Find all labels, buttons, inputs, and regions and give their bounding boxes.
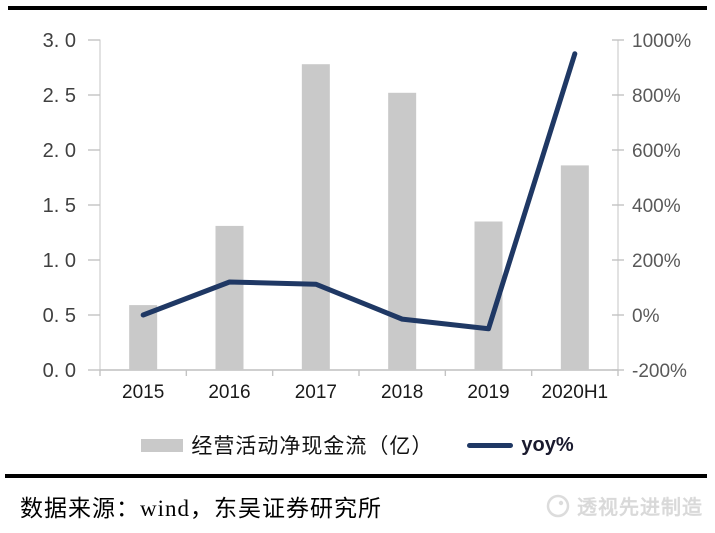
x-axis-category-label: 2020H1 (542, 382, 609, 403)
left-axis-tick-label: 1. 5 (43, 195, 76, 217)
right-axis-tick-label: -200% (632, 361, 687, 382)
chart-canvas: 3. 0 2. 5 2. 0 1. 5 1. 0 0. 5 0. 0 1000% 800% 600… (43, 30, 692, 403)
bar-2020H1 (560, 165, 589, 370)
x-axis-category-label: 2017 (295, 382, 337, 403)
watermark-text: 透视先进制造 (577, 497, 703, 519)
line-series-swatch (467, 442, 514, 448)
bar-2018 (388, 92, 417, 371)
legend-item-line-series: yoy% (467, 433, 574, 457)
yoy-line (140, 51, 578, 332)
legend-item-bar-series: 经营活动净现金流（亿） (141, 430, 433, 460)
right-axis-tick-label: 400% (632, 196, 681, 217)
data-source-text: 数据来源：wind，东吴证券研究所 (20, 495, 382, 521)
x-axis-category-label: 2016 (208, 382, 250, 403)
left-axis-tick-label: 0. 5 (43, 305, 76, 327)
right-axis-tick-label: 800% (632, 86, 681, 107)
left-axis-tick-label: 2. 5 (43, 85, 76, 107)
bar-2016 (215, 225, 244, 370)
right-axis-tick-label: 1000% (632, 31, 691, 52)
right-axis-tick-label: 600% (632, 141, 681, 162)
right-axis-tick-label: 200% (632, 251, 681, 272)
chart-legend: 经营活动净现金流（亿） yoy% (0, 430, 715, 460)
top-divider (8, 6, 707, 10)
bar-2017 (301, 64, 330, 370)
x-axis-category-label: 2015 (122, 382, 164, 403)
bottom-divider (5, 474, 707, 478)
watermark: 透视先进制造 (545, 491, 703, 520)
watermark-logo-icon (546, 494, 570, 517)
left-axis-tick-label: 0. 0 (43, 360, 76, 382)
left-axis-tick-label: 2. 0 (43, 140, 76, 162)
line-series-label: yoy% (521, 433, 574, 456)
right-axis-tick-label: 0% (632, 306, 660, 327)
footer: 数据来源：wind，东吴证券研究所 透视先进制造 (0, 478, 715, 533)
bar-series-label: 经营活动净现金流（亿） (191, 434, 434, 458)
bar-series-swatch (141, 438, 184, 452)
left-axis-tick-label: 1. 0 (43, 250, 76, 272)
x-axis-category-label: 2018 (381, 382, 423, 403)
left-axis-tick-label: 3. 0 (43, 30, 76, 52)
x-axis-category-label: 2019 (467, 382, 509, 403)
